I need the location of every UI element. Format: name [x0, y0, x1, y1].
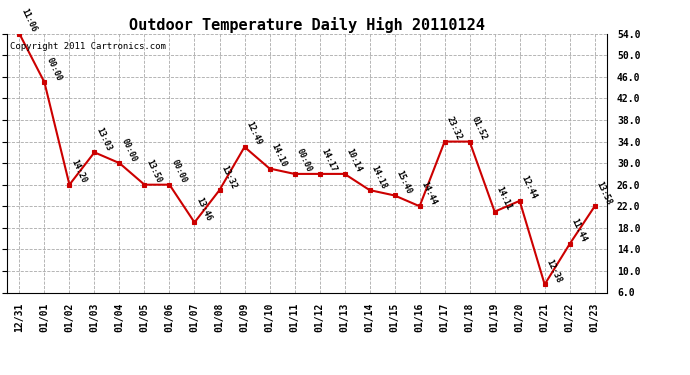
Text: 14:11: 14:11: [495, 185, 513, 211]
Text: 00:00: 00:00: [119, 136, 138, 163]
Text: 13:46: 13:46: [195, 196, 213, 222]
Text: 12:49: 12:49: [244, 120, 264, 147]
Text: 13:58: 13:58: [595, 180, 613, 206]
Text: 14:10: 14:10: [270, 142, 288, 168]
Text: 13:03: 13:03: [95, 126, 113, 152]
Text: 01:52: 01:52: [470, 115, 489, 142]
Text: 00:00: 00:00: [295, 147, 313, 174]
Text: 00:00: 00:00: [44, 56, 63, 82]
Text: Copyright 2011 Cartronics.com: Copyright 2011 Cartronics.com: [10, 42, 166, 51]
Text: 23:32: 23:32: [444, 115, 464, 142]
Text: 14:17: 14:17: [319, 147, 338, 174]
Text: 14:18: 14:18: [370, 164, 388, 190]
Text: 15:40: 15:40: [395, 169, 413, 195]
Text: 11:44: 11:44: [570, 217, 589, 244]
Text: 12:38: 12:38: [544, 258, 564, 284]
Text: 10:14: 10:14: [344, 147, 364, 174]
Text: 14:20: 14:20: [70, 158, 88, 185]
Text: 13:50: 13:50: [144, 158, 164, 185]
Text: 14:44: 14:44: [420, 180, 438, 206]
Text: 00:00: 00:00: [170, 158, 188, 185]
Text: 13:32: 13:32: [219, 164, 238, 190]
Title: Outdoor Temperature Daily High 20110124: Outdoor Temperature Daily High 20110124: [129, 16, 485, 33]
Text: 12:44: 12:44: [520, 174, 538, 201]
Text: 11:06: 11:06: [19, 7, 38, 34]
